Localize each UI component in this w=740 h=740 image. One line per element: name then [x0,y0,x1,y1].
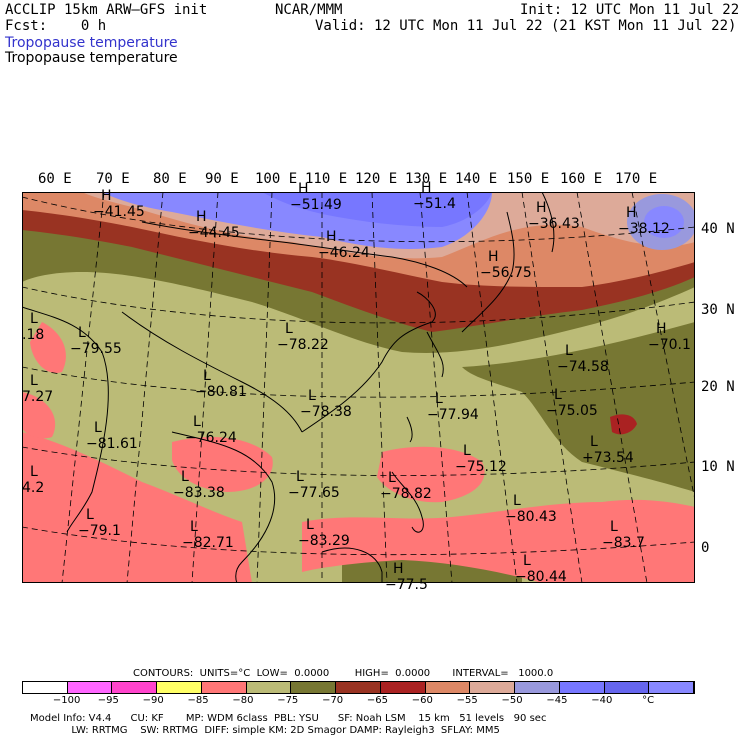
colorbar-segment [246,682,292,693]
colorbar-segment [515,682,560,693]
colorbar-segment [157,682,202,693]
coastline-indochina [171,431,276,583]
coastline-korea [426,331,444,378]
shading-lightblue [262,192,492,227]
lon-line-70e [61,192,105,583]
model-info-line2: LW: RRTMG SW: RRTMG DIFF: simple KM: 2D … [30,725,500,736]
lon-line-80e [126,192,164,583]
lon-label: 80 E [153,171,187,187]
lon-label: 120 E [355,171,398,187]
coastline-china [301,291,436,433]
colorbar [22,681,695,694]
lat-label: 40 N [701,221,735,237]
lon-label: 110 E [305,171,348,187]
lon-label: 140 E [455,171,498,187]
lon-label: 170 E [615,171,658,187]
lat-line-30n [22,286,695,324]
colorbar-segment [23,682,68,693]
lon-label: 130 E [405,171,448,187]
colorbar-label: −85 [187,695,209,706]
contours-info: CONTOURS: UNITS=°C LOW= 0.0000 HIGH= 0.0… [133,668,554,679]
colorbar-segment [604,682,650,693]
colorbar-label: −55 [456,695,478,706]
colorbar-segment [336,682,381,693]
shading-olive-east [462,322,695,492]
init-time: Init: 12 UTC Mon 11 Jul 22 [520,2,740,18]
model-center: NCAR/MMM [275,2,343,18]
colorbar-labels: −100 −95 −90 −85 −80 −75 −70 −65 −60 −55 −50 −45 −40… [0,695,740,707]
tropopause-temperature-map [22,192,695,583]
lon-label: 90 E [205,171,239,187]
lon-label: 160 E [560,171,603,187]
border-interior [141,221,468,288]
colorbar-label: −90 [142,695,164,706]
lon-line-130e [419,192,453,583]
shading-pink-5 [30,322,66,373]
colorbar-label: −100 [52,695,81,706]
colorbar-segment [559,682,605,693]
lat-label: 20 N [701,379,735,395]
lon-label: 60 E [38,171,72,187]
field-title-shaded: Tropopause temperature [5,35,178,51]
lon-line-120e [371,192,388,583]
colorbar-segment [291,682,337,693]
colorbar-segment [67,682,113,693]
colorbar-label: −95 [97,695,119,706]
coastline-india [22,306,109,533]
coastline-japan [461,211,515,333]
colorbar-segment [470,682,516,693]
lon-line-150e [521,192,583,583]
coastline-philippines [391,471,424,533]
lon-label: 70 E [96,171,130,187]
colorbar-segment [112,682,158,693]
lon-label: 100 E [255,171,298,187]
border-interior-2 [121,311,303,433]
forecast-hour: Fcst: 0 h [5,18,107,34]
lon-line-140e [466,192,518,583]
coastline-borneo [321,547,383,583]
coastline-taiwan [406,416,413,443]
colorbar-label: −50 [501,695,523,706]
colorbar-label: −45 [546,695,568,706]
colorbar-label: −75 [277,695,299,706]
shading-pink-2 [302,499,695,583]
colorbar-label: −40 [591,695,613,706]
lon-line-100e [256,192,273,583]
colorbar-segment [201,682,247,693]
colorbar-label: °C [642,695,655,706]
lon-line-160e [576,192,648,583]
shading-pink-6 [22,392,56,439]
shading-darkred-spot [610,414,637,435]
colorbar-segment [649,682,695,693]
model-title: ACCLIP 15km ARW–GFS init [5,2,208,18]
lat-line-40n [22,196,695,243]
colorbar-label: −80 [232,695,254,706]
shading-pink-3 [377,446,485,503]
colorbar-label: −65 [366,695,389,706]
colorbar-label: −60 [411,695,433,706]
shading-pink-4 [172,437,273,492]
field-title-contoured: Tropopause temperature [5,50,178,66]
valid-time: Valid: 12 UTC Mon 11 Jul 22 (21 KST Mon … [315,18,737,34]
colorbar-segment [425,682,471,693]
coastline-kamchatka [541,192,555,253]
model-info-line1: Model Info: V4.4 CU: KF MP: WDM 6class P… [30,713,547,724]
lat-label: 0 [701,540,710,556]
lat-label: 10 N [701,459,735,475]
lon-label: 150 E [507,171,550,187]
colorbar-label: −70 [322,695,344,706]
colorbar-segment [380,682,426,693]
lon-line-90e [191,192,219,583]
lat-label: 30 N [701,302,735,318]
